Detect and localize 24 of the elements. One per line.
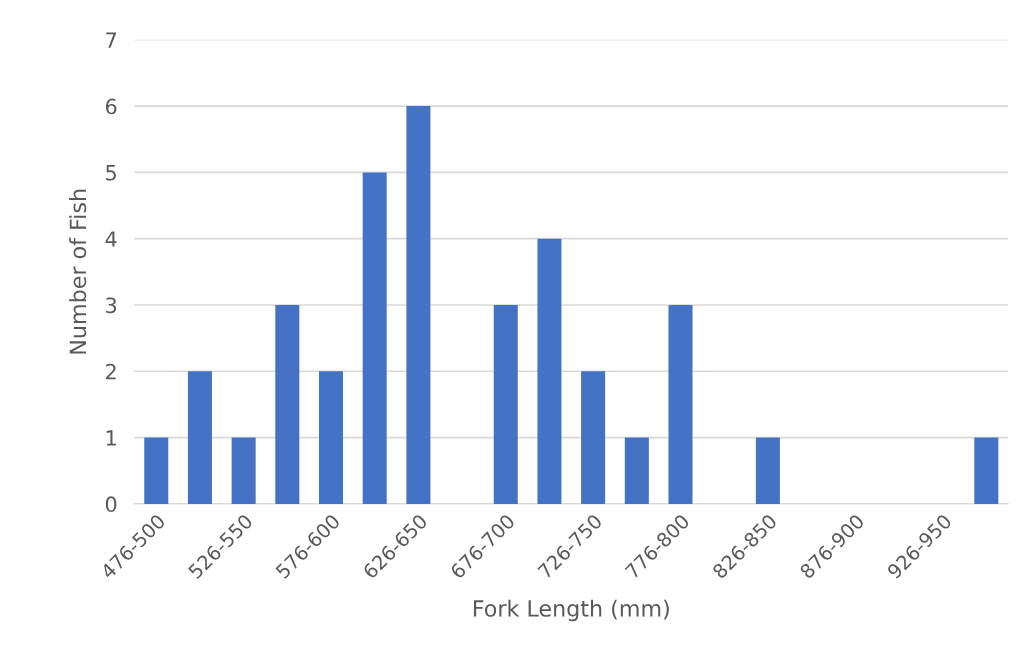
bar <box>275 304 300 504</box>
bar <box>581 371 606 504</box>
y-tick-label: 7 <box>106 32 116 48</box>
bar <box>624 437 649 504</box>
bar <box>362 172 387 504</box>
bar <box>144 437 169 504</box>
bar <box>231 437 256 504</box>
y-tick-label: 0 <box>105 496 117 513</box>
y-tick-label: 4 <box>105 231 117 247</box>
x-axis-title: Fork Length (mm) <box>473 599 669 622</box>
y-tick-label: 5 <box>106 165 116 181</box>
bar <box>974 437 999 504</box>
bar <box>537 238 562 504</box>
y-tick-label: 3 <box>106 297 117 314</box>
bar <box>406 106 431 504</box>
bar <box>755 437 780 504</box>
y-axis-title: Number of Fish <box>69 189 87 354</box>
bar <box>319 371 344 504</box>
bar <box>187 371 212 504</box>
y-tick-label: 2 <box>106 363 116 380</box>
bar <box>493 304 518 504</box>
y-tick-label: 1 <box>106 430 116 446</box>
y-tick-label: 6 <box>105 98 117 115</box>
bar <box>668 304 693 504</box>
